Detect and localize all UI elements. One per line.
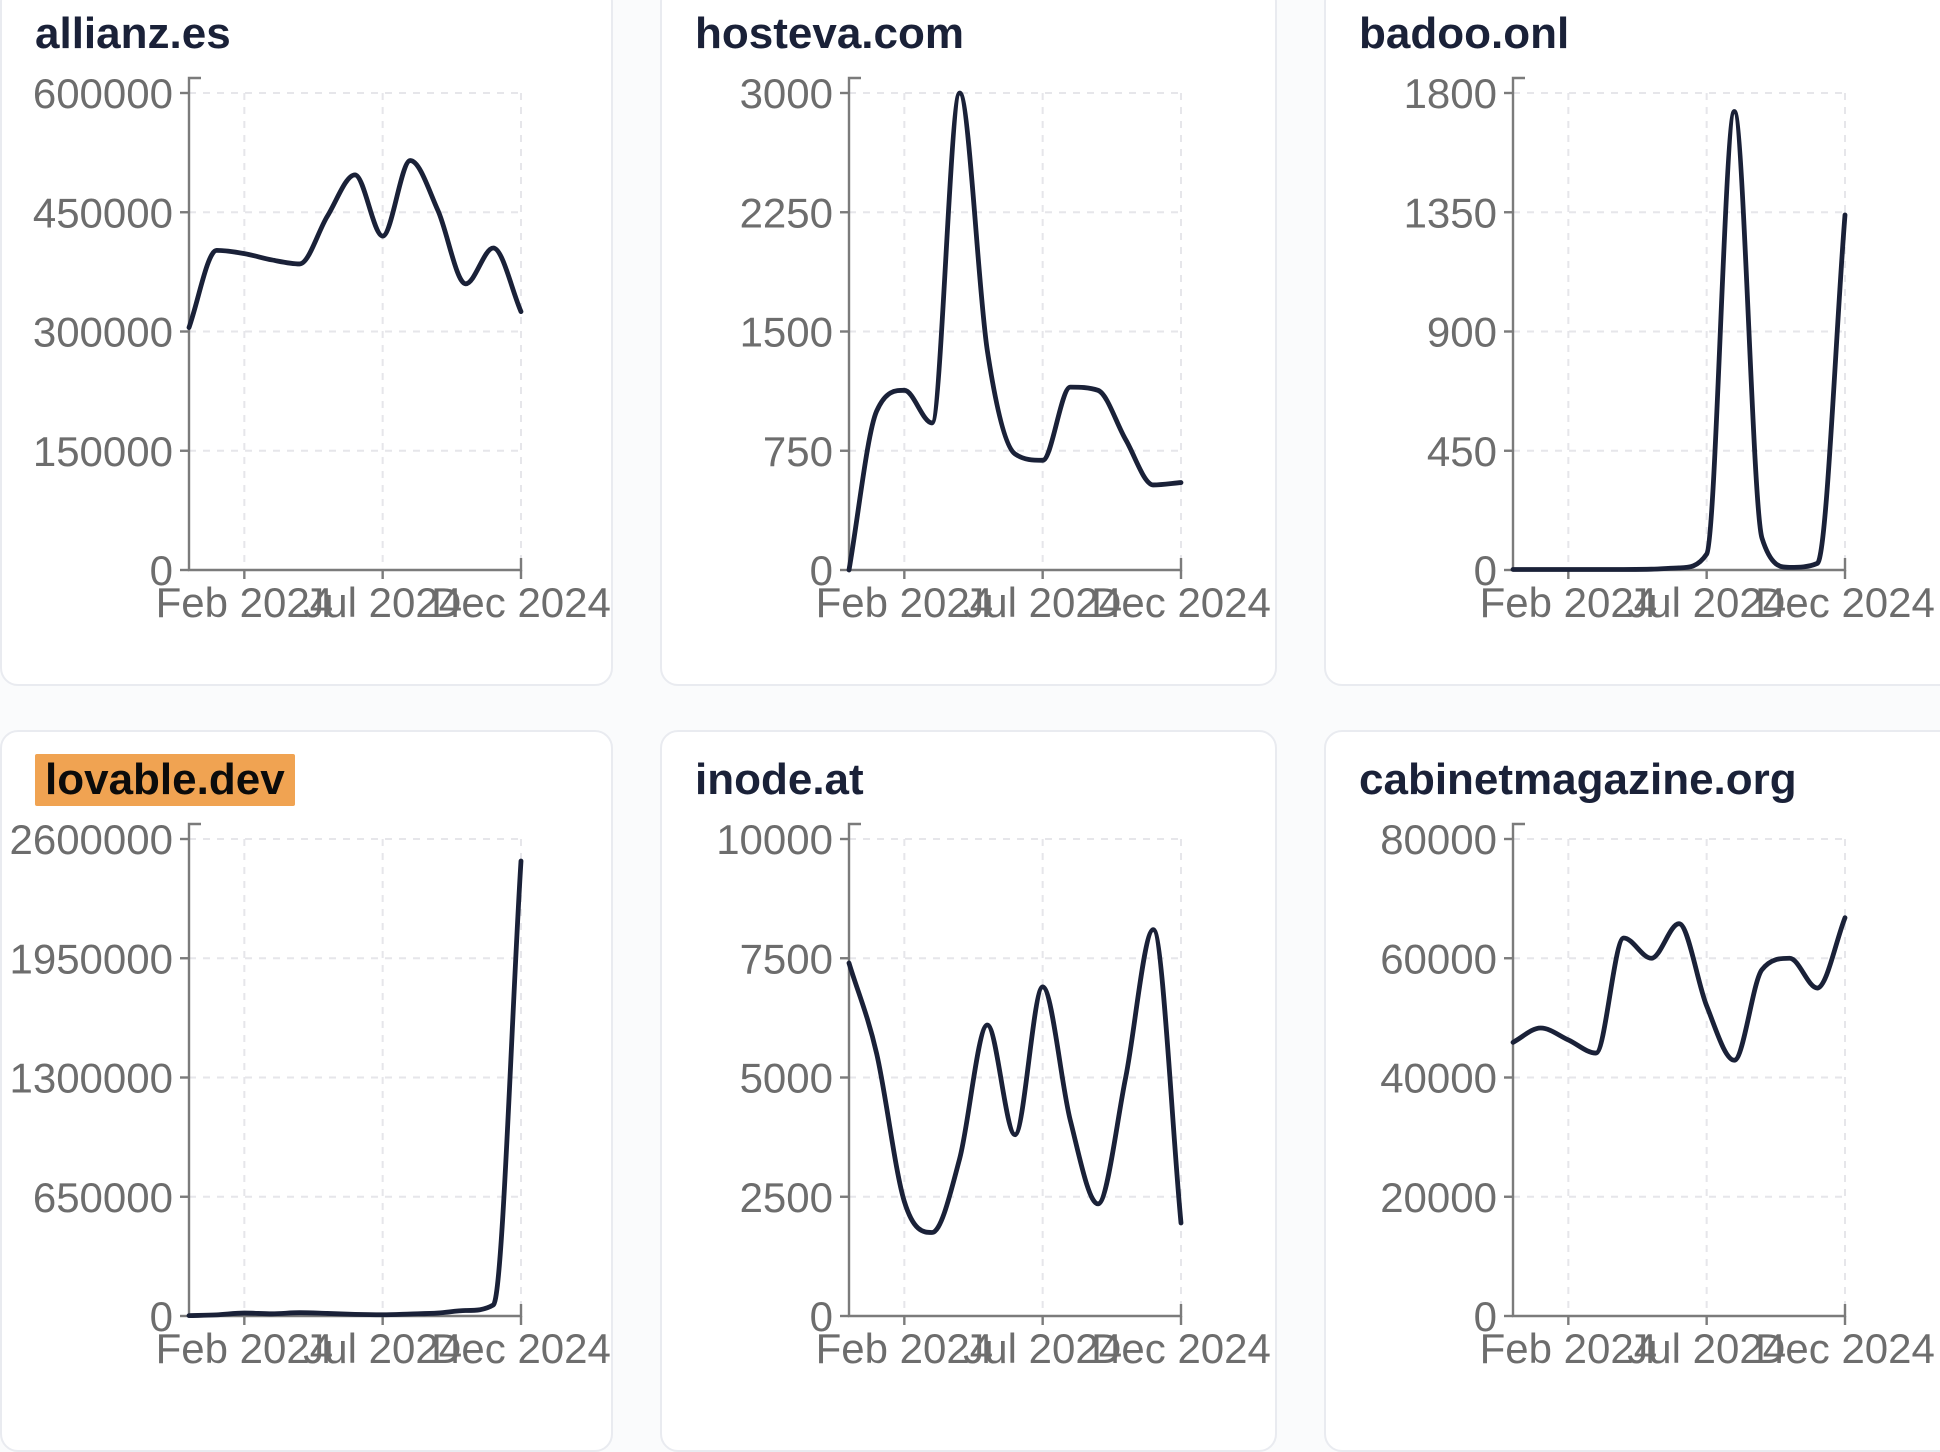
chart-card: hosteva.com 3000 2250 1500 750 0 Feb 2024 Jul … [660, 0, 1277, 686]
chart-title: allianz.es [35, 8, 611, 60]
chart-title: badoo.onl [1359, 8, 1940, 60]
chart-card: inode.at 10000 7500 5000 2500 0 Feb 2024 Jul 2… [660, 730, 1277, 1452]
svg-text:0: 0 [150, 1293, 173, 1340]
svg-text:Jul 2024: Jul 2024 [1627, 579, 1786, 626]
svg-text:300000: 300000 [33, 309, 173, 356]
svg-text:Feb 2024: Feb 2024 [1480, 579, 1657, 626]
svg-text:60000: 60000 [1380, 935, 1497, 982]
svg-text:0: 0 [810, 1293, 833, 1340]
svg-text:1350: 1350 [1404, 189, 1497, 236]
chart-title-text: lovable.dev [35, 754, 295, 806]
svg-text:150000: 150000 [33, 428, 173, 475]
svg-text:Feb 2024: Feb 2024 [156, 1325, 333, 1372]
svg-text:Jul 2024: Jul 2024 [963, 579, 1122, 626]
svg-text:0: 0 [150, 547, 173, 594]
svg-text:0: 0 [1474, 547, 1497, 594]
svg-text:Dec 2024: Dec 2024 [1091, 1325, 1271, 1372]
svg-text:Dec 2024: Dec 2024 [431, 579, 611, 626]
svg-text:40000: 40000 [1380, 1055, 1497, 1102]
chart-title-text: badoo.onl [1359, 9, 1570, 58]
svg-text:450000: 450000 [33, 189, 173, 236]
svg-text:3000: 3000 [740, 70, 833, 117]
svg-text:10000: 10000 [716, 816, 833, 863]
chart-title: lovable.dev [35, 754, 611, 806]
svg-text:80000: 80000 [1380, 816, 1497, 863]
svg-text:Feb 2024: Feb 2024 [1480, 1325, 1657, 1372]
svg-text:450: 450 [1427, 428, 1497, 475]
svg-text:900: 900 [1427, 309, 1497, 356]
chart-title: cabinetmagazine.org [1359, 754, 1940, 806]
svg-text:1300000: 1300000 [9, 1055, 173, 1102]
svg-text:Feb 2024: Feb 2024 [156, 579, 333, 626]
svg-text:Jul 2024: Jul 2024 [303, 1325, 462, 1372]
chart-title-text: hosteva.com [695, 9, 964, 58]
svg-text:1950000: 1950000 [9, 935, 173, 982]
chart-card: cabinetmagazine.org 80000 60000 40000 20000… [1324, 730, 1940, 1452]
svg-text:750: 750 [763, 428, 833, 475]
svg-text:2500: 2500 [740, 1174, 833, 1221]
svg-text:Jul 2024: Jul 2024 [963, 1325, 1122, 1372]
svg-text:1500: 1500 [740, 309, 833, 356]
svg-text:Dec 2024: Dec 2024 [1091, 579, 1271, 626]
svg-text:Feb 2024: Feb 2024 [816, 579, 993, 626]
svg-text:Dec 2024: Dec 2024 [431, 1325, 611, 1372]
svg-text:0: 0 [1474, 1293, 1497, 1340]
svg-text:Feb 2024: Feb 2024 [816, 1325, 993, 1372]
svg-text:0: 0 [810, 547, 833, 594]
chart-title-text: inode.at [695, 755, 864, 804]
chart-title-text: allianz.es [35, 9, 231, 58]
svg-text:20000: 20000 [1380, 1174, 1497, 1221]
chart-title: hosteva.com [695, 8, 1275, 60]
svg-text:Jul 2024: Jul 2024 [1627, 1325, 1786, 1372]
chart-card: lovable.dev 2600000 1950000 1300000 650000 0… [0, 730, 613, 1452]
svg-text:1800: 1800 [1404, 70, 1497, 117]
chart-title: inode.at [695, 754, 1275, 806]
svg-text:650000: 650000 [33, 1174, 173, 1221]
svg-text:Dec 2024: Dec 2024 [1755, 1325, 1935, 1372]
svg-text:5000: 5000 [740, 1055, 833, 1102]
svg-text:600000: 600000 [33, 70, 173, 117]
chart-card: badoo.onl 1800 1350 900 450 0 Feb 2024 Jul 202… [1324, 0, 1940, 686]
chart-card: allianz.es 600000 450000 300000 150000 0 Feb … [0, 0, 613, 686]
svg-text:7500: 7500 [740, 935, 833, 982]
svg-text:Jul 2024: Jul 2024 [303, 579, 462, 626]
svg-text:2250: 2250 [740, 189, 833, 236]
svg-text:2600000: 2600000 [9, 816, 173, 863]
chart-title-text: cabinetmagazine.org [1359, 755, 1797, 804]
svg-text:Dec 2024: Dec 2024 [1755, 579, 1935, 626]
